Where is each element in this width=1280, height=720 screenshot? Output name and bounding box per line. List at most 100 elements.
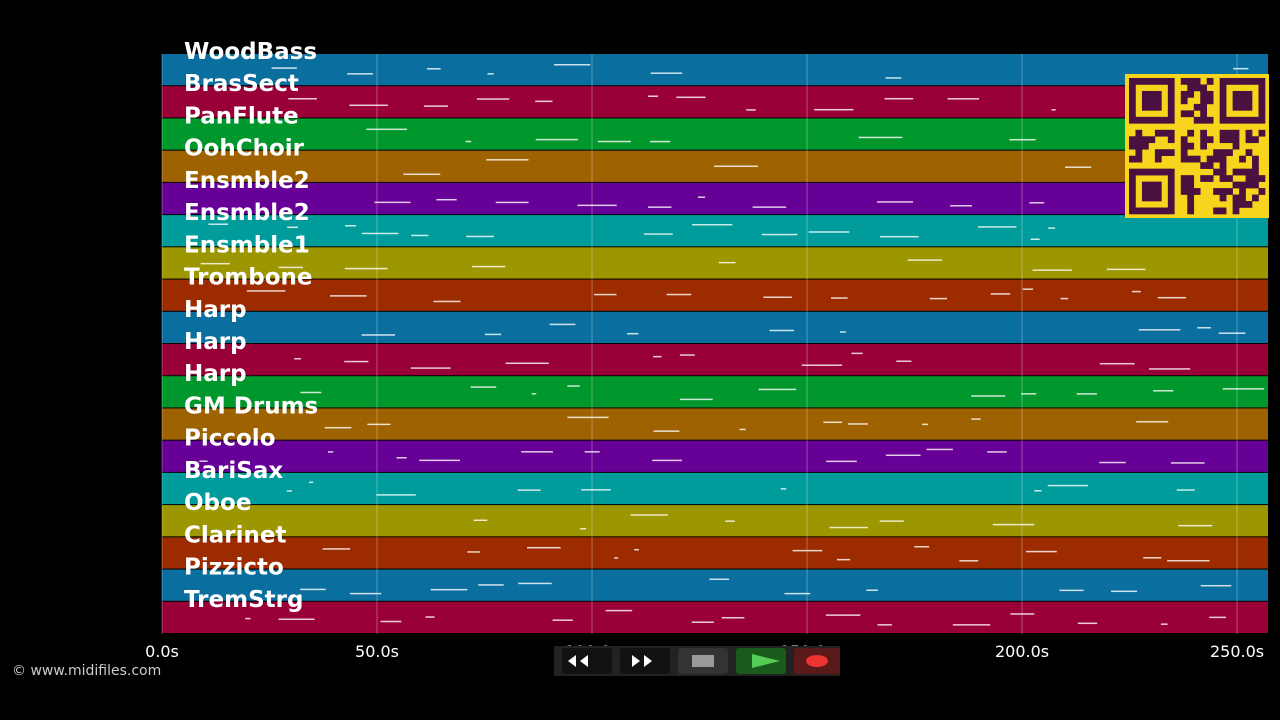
track-label: BariSax — [184, 458, 283, 484]
note — [858, 136, 903, 139]
note — [830, 297, 848, 299]
qr-cell — [1129, 188, 1136, 195]
qr-cell — [1245, 201, 1253, 208]
qr-cell — [1187, 188, 1195, 195]
note — [1170, 462, 1205, 464]
note — [1022, 288, 1034, 290]
qr-cell — [1141, 90, 1149, 98]
note — [531, 393, 537, 395]
qr-cell — [1232, 181, 1240, 189]
note — [495, 201, 529, 204]
copyright: © www.midifiles.com — [12, 663, 161, 679]
qr-cell — [1232, 168, 1240, 176]
qr-cell — [1187, 207, 1195, 215]
note — [535, 100, 553, 103]
qr-cell — [1252, 194, 1259, 202]
note — [567, 416, 609, 419]
qr-cell — [1213, 155, 1220, 163]
note — [679, 398, 713, 401]
qr-cell — [1129, 110, 1136, 118]
note — [1178, 524, 1213, 527]
note — [808, 231, 850, 233]
note — [376, 494, 416, 496]
qr-cell — [1154, 129, 1162, 137]
qr-cell — [1239, 155, 1246, 163]
note — [653, 355, 662, 358]
note — [430, 588, 468, 591]
track-row — [162, 408, 1268, 440]
note — [294, 357, 302, 360]
note — [692, 223, 733, 226]
qr-cell — [1232, 97, 1240, 105]
note — [1021, 393, 1037, 395]
note — [487, 73, 494, 75]
track-row — [162, 601, 1268, 633]
qr-cell — [1252, 78, 1259, 85]
note — [839, 331, 846, 333]
note — [648, 206, 672, 208]
note — [1218, 332, 1246, 334]
qr-cell — [1154, 168, 1162, 176]
note — [433, 300, 461, 303]
note — [597, 140, 631, 143]
qr-cell — [1200, 110, 1208, 118]
qr-cell — [1252, 175, 1259, 182]
note — [761, 233, 798, 236]
note — [1077, 622, 1098, 625]
qr-cell — [1193, 188, 1201, 195]
qr-cell — [1180, 90, 1188, 98]
qr-cell — [1187, 175, 1195, 182]
qr-cell — [1239, 103, 1246, 111]
qr-cell — [1148, 181, 1156, 189]
note — [746, 109, 756, 111]
note — [666, 293, 692, 296]
note — [527, 546, 561, 549]
note — [344, 267, 388, 270]
qr-cell — [1200, 162, 1208, 169]
qr-cell — [1245, 103, 1253, 111]
note — [288, 98, 317, 100]
track-row — [162, 311, 1268, 343]
note — [517, 489, 541, 491]
play-icon — [752, 654, 780, 668]
qr-cell — [1129, 90, 1136, 98]
note — [1160, 623, 1168, 625]
qr-cell — [1180, 175, 1188, 182]
qr-cell — [1219, 90, 1227, 98]
note — [549, 323, 576, 326]
qr-cell — [1154, 116, 1162, 124]
note — [605, 609, 633, 612]
qr-cell — [1141, 188, 1149, 195]
qr-cell — [1219, 162, 1227, 169]
track-label: PanFlute — [184, 103, 299, 129]
qr-cell — [1141, 97, 1149, 105]
qr-cell — [1135, 129, 1143, 137]
note — [614, 557, 619, 559]
note — [952, 624, 991, 626]
note — [535, 138, 578, 141]
qr-cell — [1219, 97, 1227, 105]
note — [466, 235, 494, 238]
note — [922, 423, 929, 426]
note — [1197, 327, 1211, 329]
qr-cell — [1193, 155, 1201, 163]
qr-cell — [1187, 90, 1195, 98]
note — [521, 451, 553, 453]
qr-cell — [1154, 90, 1162, 98]
qr-cell — [1154, 181, 1162, 189]
qr-cell — [1154, 97, 1162, 105]
note — [836, 558, 851, 561]
qr-cell — [1187, 129, 1195, 137]
qr-cell — [1180, 155, 1188, 163]
qr-cell — [1180, 149, 1188, 157]
note — [423, 105, 449, 107]
note — [361, 334, 396, 336]
note — [1209, 616, 1226, 619]
note — [344, 360, 369, 363]
note — [851, 352, 863, 355]
qr-cell — [1180, 110, 1188, 118]
qr-cell — [1135, 78, 1143, 85]
x-tick-label: 250.0s — [1210, 642, 1264, 661]
